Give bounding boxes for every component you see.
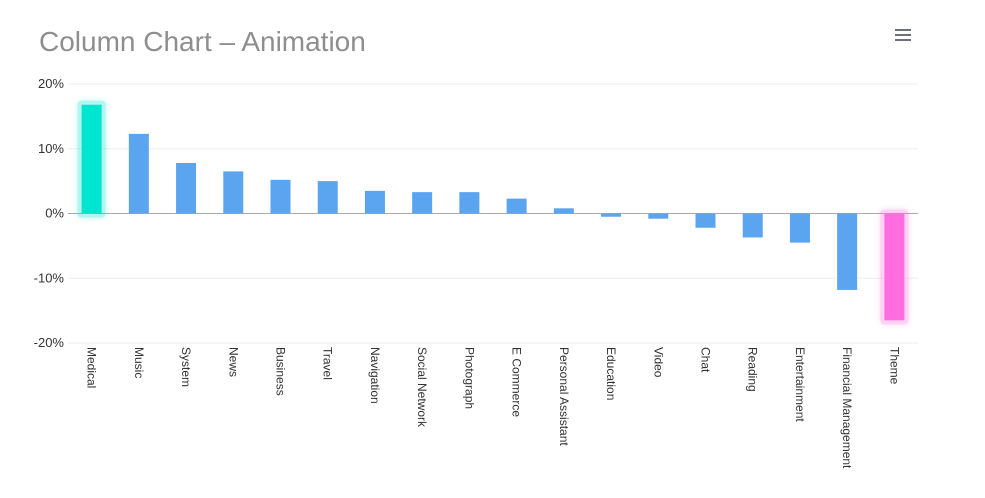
x-tick-label: E Commerce bbox=[510, 347, 524, 417]
x-tick-label: Travel bbox=[321, 347, 335, 380]
bars bbox=[77, 100, 909, 325]
grid-lines bbox=[68, 83, 918, 344]
x-tick-label: Entertainment bbox=[793, 347, 807, 422]
bar-medical[interactable] bbox=[81, 104, 102, 214]
bar-chat[interactable] bbox=[695, 213, 716, 228]
bar-entertainment[interactable] bbox=[789, 213, 810, 243]
x-tick-label: Reading bbox=[746, 347, 760, 392]
x-tick-label: Financial Management bbox=[840, 347, 854, 469]
x-tick-label: Photograph bbox=[462, 347, 476, 409]
bar-music[interactable] bbox=[128, 133, 149, 214]
x-tick-label: Medical bbox=[85, 347, 99, 388]
bar-financial-management[interactable] bbox=[837, 213, 858, 290]
bar-reading[interactable] bbox=[742, 213, 763, 238]
x-tick-label: News bbox=[226, 347, 240, 377]
bar-education[interactable] bbox=[601, 213, 622, 217]
bar-navigation[interactable] bbox=[364, 190, 385, 214]
x-tick-label: Social Network bbox=[415, 347, 429, 428]
x-tick-label: Navigation bbox=[368, 347, 382, 404]
hamburger-menu-icon[interactable] bbox=[893, 27, 915, 43]
y-tick-label: 20% bbox=[38, 76, 64, 91]
bar-video[interactable] bbox=[648, 213, 669, 219]
bar-photograph[interactable] bbox=[459, 192, 480, 214]
bar-system[interactable] bbox=[176, 162, 197, 214]
bar-news[interactable] bbox=[223, 171, 244, 214]
y-tick-label: -20% bbox=[34, 335, 65, 350]
bar-e-commerce[interactable] bbox=[506, 198, 527, 214]
bar-social-network[interactable] bbox=[412, 192, 433, 214]
y-axis: 20% 10% 0% -10% -20% bbox=[34, 76, 65, 350]
x-tick-label: Music bbox=[132, 347, 146, 378]
x-tick-label: Theme bbox=[887, 347, 901, 385]
x-tick-label: Video bbox=[651, 347, 665, 378]
bar-personal-assistant[interactable] bbox=[553, 208, 574, 214]
x-tick-label: Chat bbox=[699, 347, 713, 373]
y-tick-label: -10% bbox=[34, 270, 65, 285]
bar-theme[interactable] bbox=[884, 213, 905, 321]
y-tick-label: 0% bbox=[45, 206, 64, 221]
x-tick-label: System bbox=[179, 347, 193, 387]
x-axis: Medical Music System News Business Travel Navi… bbox=[85, 347, 902, 469]
bar-business[interactable] bbox=[270, 179, 291, 214]
bar-travel[interactable] bbox=[317, 181, 338, 214]
x-tick-label: Business bbox=[274, 347, 288, 396]
chart-title: Column Chart – Animation bbox=[39, 26, 366, 57]
x-tick-label: Education bbox=[604, 347, 618, 400]
x-tick-label: Personal Assistant bbox=[557, 347, 571, 446]
y-tick-label: 10% bbox=[38, 141, 64, 156]
